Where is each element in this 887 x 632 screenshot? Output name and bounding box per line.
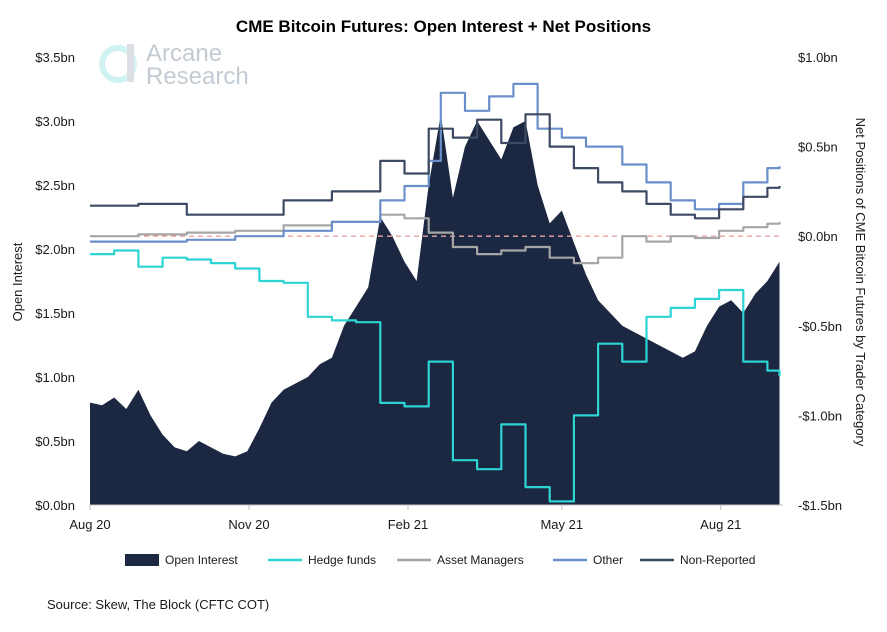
legend-swatch-open-interest xyxy=(125,554,159,566)
legend-label-non-reported: Non-Reported xyxy=(680,553,755,567)
left-tick-label: $0.5bn xyxy=(35,434,75,449)
left-tick-label: $3.0bn xyxy=(35,114,75,129)
legend-label-open-interest: Open Interest xyxy=(165,553,238,567)
left-tick-label: $2.5bn xyxy=(35,178,75,193)
x-tick-label: May 21 xyxy=(540,517,583,532)
right-tick-label: $0.5bn xyxy=(798,140,838,155)
arcane-research-logo: Arcane Research xyxy=(99,40,249,90)
plot-area xyxy=(90,82,783,505)
legend-label-other: Other xyxy=(593,553,623,567)
logo-bar-icon xyxy=(127,44,134,82)
right-tick-label: -$0.5bn xyxy=(798,319,842,334)
legend-label-asset-managers: Asset Managers xyxy=(437,553,524,567)
legend-label-hedge-funds: Hedge funds xyxy=(308,553,376,567)
series-other-line xyxy=(90,82,781,243)
series-hedge-funds-line xyxy=(90,249,781,503)
x-tick-label: Aug 20 xyxy=(69,517,110,532)
right-axis-title: Net Positions of CME Bitcoin Futures by … xyxy=(853,118,868,447)
series-asset-managers-line xyxy=(90,213,781,265)
legend: Open Interest Hedge funds Asset Managers Ot… xyxy=(125,553,755,567)
left-tick-label: $3.5bn xyxy=(35,50,75,65)
source-note: Source: Skew, The Block (CFTC COT) xyxy=(47,597,269,612)
right-tick-label: -$1.5bn xyxy=(798,498,842,513)
left-axis-title: Open Interest xyxy=(10,242,25,321)
right-tick-label: -$1.0bn xyxy=(798,408,842,423)
x-tick-label: Feb 21 xyxy=(388,517,428,532)
right-axis-ticks: -$1.5bn -$1.0bn -$0.5bn $0.0bn $0.5bn $1.0bn xyxy=(798,50,842,513)
series-open-interest-area xyxy=(90,114,780,505)
left-tick-label: $2.0bn xyxy=(35,242,75,257)
x-axis-ticks: Aug 20 Nov 20 Feb 21 May 21 Aug 21 xyxy=(69,504,783,532)
left-axis-ticks: $0.0bn $0.5bn $1.0bn $1.5bn $2.0bn $2.5bn $3.0… xyxy=(35,50,75,513)
x-tick-label: Nov 20 xyxy=(228,517,269,532)
left-tick-label: $0.0bn xyxy=(35,498,75,513)
logo-text-research: Research xyxy=(146,63,249,90)
logo-text-arcane: Arcane xyxy=(146,40,222,67)
right-tick-label: $0.0bn xyxy=(798,229,838,244)
left-tick-label: $1.0bn xyxy=(35,370,75,385)
left-tick-label: $1.5bn xyxy=(35,306,75,321)
right-tick-label: $1.0bn xyxy=(798,50,838,65)
x-tick-label: Aug 21 xyxy=(700,517,741,532)
chart-title: CME Bitcoin Futures: Open Interest + Net… xyxy=(236,17,651,36)
series-non-reported-line xyxy=(90,113,781,220)
